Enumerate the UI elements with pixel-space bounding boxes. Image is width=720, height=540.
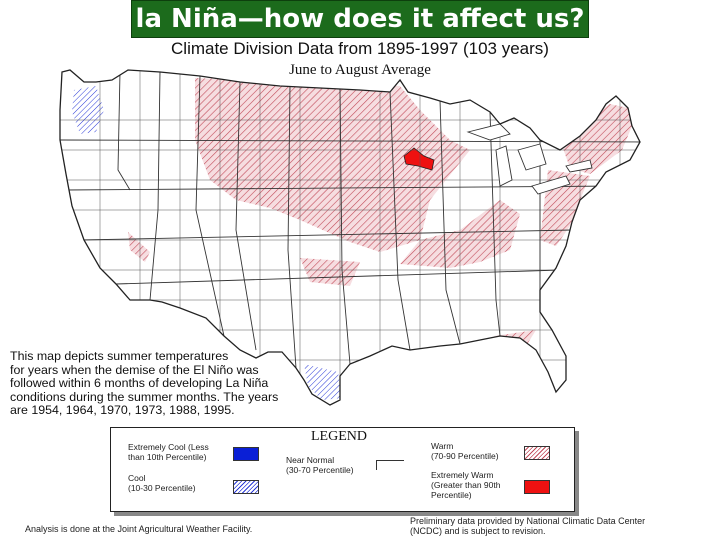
description-line: followed within 6 months of developing L…	[10, 376, 269, 390]
legend-swatch-extremely-cool	[233, 447, 259, 461]
legend-item-warm: Warm (70-90 Percentile)	[431, 441, 499, 461]
map-subtitle: June to August Average	[289, 62, 431, 78]
legend-swatch-extremely-warm	[524, 480, 550, 494]
legend-item-cool: Cool (10-30 Percentile)	[128, 473, 196, 493]
state-boundaries	[60, 71, 640, 369]
legend-label: Near Normal (30-70 Percentile)	[286, 455, 354, 475]
description-line: conditions during the summer months. The…	[10, 389, 279, 404]
description-line: for years when the demise of the El Niño…	[10, 362, 259, 377]
great-lakes	[466, 123, 593, 195]
footer-data-source: Preliminary data provided by National Cl…	[410, 516, 710, 536]
slide-title-banner: la Niña—how does it affect us?	[131, 0, 589, 38]
legend-item-extremely-cool: Extremely Cool (Less than 10th Percentil…	[128, 442, 209, 462]
footer-data-source-line: (NCDC) and is subject to revision.	[410, 526, 546, 536]
warm-region-california	[128, 232, 150, 262]
cool-region-northwest	[72, 86, 104, 134]
legend-title: LEGEND	[311, 429, 367, 444]
map-title: Climate Division Data from 1895-1997 (10…	[171, 39, 549, 58]
legend-swatch-cool	[233, 480, 259, 494]
legend-label: Extremely Warm (Greater than 90th Percen…	[431, 470, 501, 500]
legend-label: Cool (10-30 Percentile)	[128, 473, 196, 493]
warm-region-northeast	[560, 104, 632, 174]
legend-item-near-normal: Near Normal (30-70 Percentile)	[286, 455, 354, 475]
extremely-warm-region	[403, 147, 435, 171]
warm-region-south-plains	[300, 258, 360, 286]
footer-analysis-note: Analysis is done at the Joint Agricultur…	[25, 524, 253, 534]
legend-label: Warm (70-90 Percentile)	[431, 441, 499, 461]
legend-swatch-warm	[524, 446, 550, 460]
legend-swatch-near-normal	[376, 460, 404, 470]
map-legend: LEGEND Extremely Cool (Less than 10th Pe…	[110, 427, 575, 512]
footer-data-source-line: Preliminary data provided by National Cl…	[410, 516, 646, 526]
legend-label: Extremely Cool (Less than 10th Percentil…	[128, 442, 209, 462]
legend-item-extremely-warm: Extremely Warm (Greater than 90th Percen…	[431, 470, 500, 500]
warm-region-plains	[195, 78, 470, 252]
cool-region-south-texas	[304, 364, 342, 400]
map-description: This map depicts summer temperatures for…	[10, 349, 310, 418]
description-line: This map depicts summer temperatures	[10, 349, 229, 363]
description-line: are 1954, 1964, 1970, 1973, 1988, 1995.	[10, 403, 235, 417]
